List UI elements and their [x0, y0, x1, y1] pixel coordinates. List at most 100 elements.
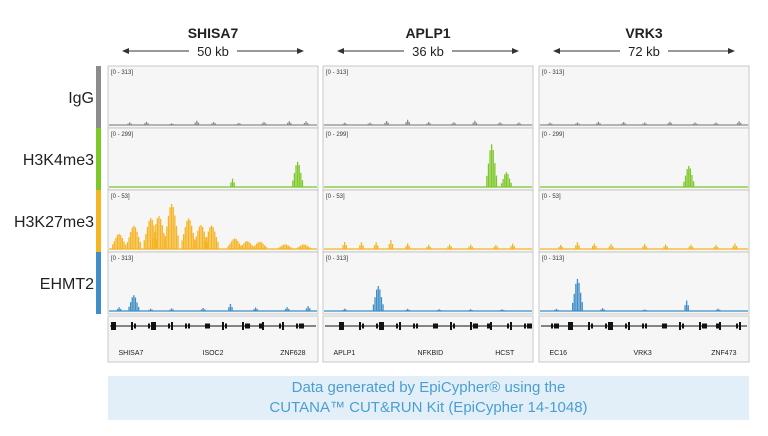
signal-bar	[471, 310, 473, 311]
signal-bar	[298, 246, 300, 249]
signal-bar	[293, 173, 296, 187]
signal-bar	[238, 122, 240, 125]
gene-exon	[551, 323, 553, 329]
signal-bar	[241, 244, 244, 249]
signal-bar	[308, 246, 310, 249]
signal-bar	[256, 309, 258, 311]
signal-bar	[440, 309, 442, 311]
signal-bar	[231, 307, 233, 311]
signal-bar	[260, 242, 263, 249]
signal-bar	[209, 227, 211, 249]
gene-exon	[245, 323, 250, 329]
signal-bar	[206, 237, 208, 249]
signal-bar	[367, 123, 369, 125]
signal-bar	[454, 123, 457, 125]
track-panel	[322, 251, 534, 315]
gene-exon	[450, 322, 452, 330]
signal-bar	[203, 231, 205, 249]
gene-exon	[554, 323, 559, 329]
span-arrow-left-head	[337, 48, 344, 54]
signal-bar	[387, 122, 389, 125]
signal-bar	[128, 306, 130, 311]
signal-bar	[344, 241, 346, 249]
signal-bar	[134, 297, 137, 311]
signal-bar	[408, 309, 410, 311]
signal-bar	[576, 278, 579, 311]
signal-bar	[184, 227, 186, 249]
gene-exon	[487, 323, 492, 329]
gene-exon	[568, 322, 573, 330]
signal-bar	[513, 245, 515, 249]
signal-bar	[405, 309, 407, 311]
signal-bar	[377, 245, 379, 249]
gene-exon	[507, 323, 509, 329]
signal-bar	[497, 123, 500, 125]
signal-bar	[344, 308, 346, 311]
signal-bar	[732, 245, 734, 249]
signal-bar	[645, 310, 647, 311]
signal-bar	[279, 246, 281, 249]
locus-gene-title: VRK3	[625, 25, 663, 41]
signal-bar	[215, 237, 217, 249]
gene-exon	[262, 322, 264, 330]
gene-exon	[571, 323, 573, 329]
signal-bar	[194, 122, 196, 125]
track-range-label: [0 - 299]	[542, 132, 564, 138]
signal-bar	[642, 310, 644, 311]
gene-exon	[134, 323, 136, 329]
signal-bar	[580, 292, 582, 311]
gene-exon	[188, 323, 190, 329]
span-arrow-left-head	[122, 48, 129, 54]
signal-bar	[174, 215, 176, 249]
signal-bar	[243, 243, 245, 249]
signal-bar	[561, 246, 563, 249]
gene-exon	[148, 323, 150, 329]
gene-exon	[719, 322, 721, 330]
signal-bar	[492, 150, 494, 187]
signal-bar	[136, 231, 138, 249]
signal-bar	[177, 235, 179, 249]
signal-bar	[597, 121, 600, 125]
signal-bar	[288, 308, 290, 311]
signal-bar	[153, 231, 155, 249]
signal-bar	[518, 122, 520, 125]
signal-bar	[138, 306, 140, 311]
signal-bar	[603, 309, 605, 311]
signal-bar	[360, 242, 363, 249]
gene-annotation-label: ZNF628	[280, 350, 305, 357]
gene-exon	[490, 322, 492, 330]
signal-bar	[287, 122, 289, 125]
signal-bar	[200, 224, 202, 249]
signal-bar	[644, 122, 646, 125]
gene-exon	[399, 322, 401, 330]
signal-bar	[281, 245, 283, 249]
gene-exon	[342, 323, 344, 329]
signal-bar	[172, 124, 174, 125]
signal-bar	[133, 225, 135, 249]
signal-bar	[690, 244, 692, 249]
signal-bar	[510, 182, 512, 187]
signal-bar	[230, 241, 233, 249]
signal-bar	[118, 307, 120, 311]
track-range-label: [0 - 53]	[542, 194, 561, 200]
signal-bar	[300, 245, 302, 249]
signal-bar	[217, 241, 219, 249]
signal-bar	[426, 123, 428, 125]
signal-bar	[204, 242, 206, 249]
signal-bar	[491, 144, 493, 187]
signal-bar	[450, 246, 452, 249]
signal-bar	[715, 244, 717, 249]
signal-bar	[169, 207, 171, 249]
gene-exon	[679, 322, 681, 330]
signal-bar	[512, 243, 514, 249]
signal-bar	[428, 244, 430, 249]
signal-bar	[301, 244, 303, 249]
signal-bar	[575, 245, 577, 249]
signal-bar	[717, 308, 719, 311]
signal-bar	[578, 123, 580, 125]
signal-bar	[735, 245, 738, 249]
signal-bar	[146, 226, 149, 249]
signal-bar	[284, 244, 286, 249]
gene-exon	[453, 323, 455, 329]
signal-bar	[692, 181, 695, 187]
